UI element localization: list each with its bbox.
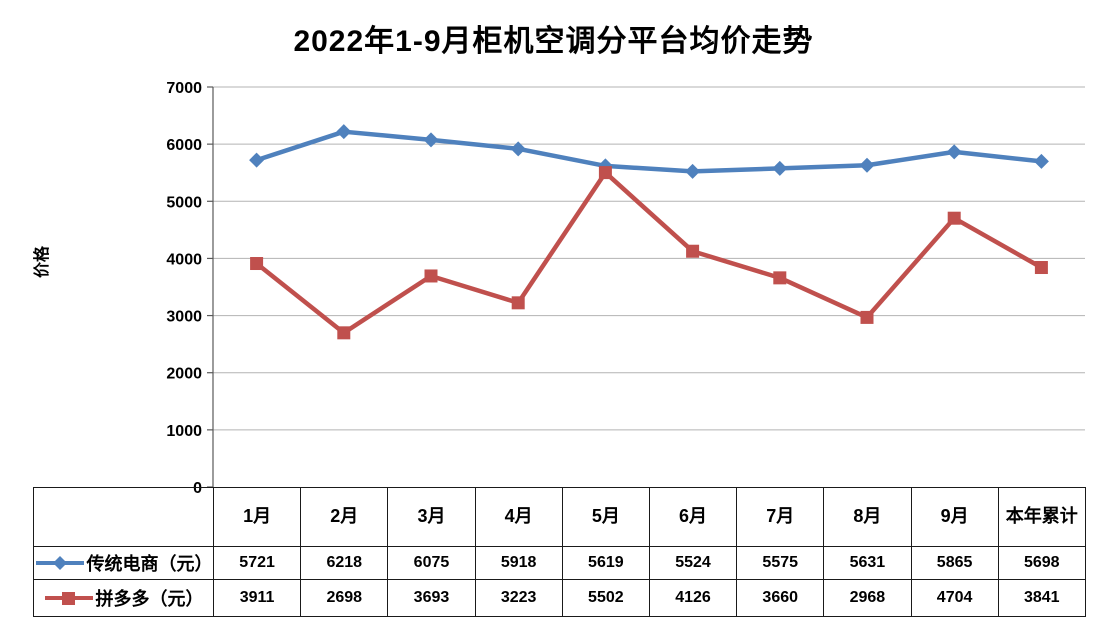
data-point-square (1034, 261, 1048, 275)
column-header: 7月 (736, 487, 825, 547)
column-header: 6月 (648, 487, 738, 547)
table-row: 传统电商（元） 5721 6218 6075 5918 5619 5524 55… (33, 546, 1086, 580)
data-point-diamond (859, 157, 875, 173)
column-header: 3月 (387, 487, 476, 547)
data-point-diamond (685, 163, 701, 179)
y-tick-label: 7000 (166, 80, 202, 97)
series-line-1 (254, 170, 1044, 336)
y-tick-label: 3000 (166, 309, 202, 326)
table-cell: 3660 (736, 579, 825, 617)
table-cell: 6075 (387, 546, 476, 580)
table-cell: 4704 (910, 579, 999, 617)
y-axis-title: 价格 (34, 246, 51, 279)
table-corner-cell (33, 487, 214, 547)
column-header: 4月 (474, 487, 563, 547)
y-tick-label: 1000 (166, 423, 202, 440)
table-cell: 3693 (387, 579, 476, 617)
data-point-diamond (249, 152, 265, 168)
table-cell: 6218 (300, 546, 389, 580)
data-point-square (947, 211, 961, 225)
data-point-diamond (772, 160, 788, 176)
data-point-square (860, 310, 874, 324)
table-cell: 5698 (997, 546, 1086, 580)
data-point-square (424, 269, 438, 283)
column-header: 5月 (561, 487, 650, 547)
table-header-row: 1月 2月 3月 4月 5月 6月 7月 8月 9月 本年累计 (33, 487, 1086, 547)
y-tick-label: 6000 (166, 137, 202, 154)
legend-item: 传统电商（元） (33, 546, 214, 580)
chart-title: 2022年1-9月柜机空调分平台均价走势 (293, 25, 814, 58)
data-point-square (337, 326, 351, 340)
column-header: 9月 (910, 487, 999, 547)
line-square-marker-icon (44, 592, 93, 605)
y-tick-label: 5000 (166, 194, 202, 211)
data-point-square (250, 257, 264, 271)
data-point-diamond (946, 144, 962, 160)
column-header: 1月 (212, 487, 302, 547)
column-header: 2月 (300, 487, 389, 547)
data-table: 1月 2月 3月 4月 5月 6月 7月 8月 9月 本年累计 传统电商（元） … (33, 487, 1086, 617)
series-line-0 (254, 129, 1044, 174)
table-cell: 3223 (474, 579, 563, 617)
table-cell: 5865 (910, 546, 999, 580)
table-cell: 5918 (474, 546, 563, 580)
table-cell: 5721 (212, 546, 302, 580)
y-tick-label: 4000 (166, 251, 202, 268)
table-cell: 5524 (648, 546, 738, 580)
y-tick-label: 2000 (166, 366, 202, 383)
legend-item: 拼多多（元） (33, 579, 214, 617)
legend-label: 拼多多（元） (95, 589, 204, 609)
legend-label: 传统电商（元） (86, 554, 213, 574)
column-header: 本年累计 (997, 487, 1086, 547)
table-cell: 2698 (300, 579, 389, 617)
table-cell: 5619 (561, 546, 650, 580)
data-point-square (686, 244, 700, 258)
data-point-square (598, 166, 612, 180)
table-cell: 2968 (823, 579, 912, 617)
table-cell: 5502 (561, 579, 650, 617)
column-header: 8月 (823, 487, 912, 547)
data-point-diamond (1033, 153, 1049, 169)
data-point-square (511, 296, 525, 310)
table-cell: 5631 (823, 546, 912, 580)
table-cell: 3911 (212, 579, 302, 617)
data-point-diamond (597, 158, 613, 174)
data-table-wrap: 1月 2月 3月 4月 5月 6月 7月 8月 9月 本年累计 传统电商（元） … (33, 487, 1086, 617)
line-diamond-marker-icon (35, 556, 84, 570)
data-point-diamond (336, 124, 352, 140)
data-point-square (773, 271, 787, 285)
table-cell: 4126 (648, 579, 738, 617)
table-cell: 5575 (736, 546, 825, 580)
data-point-diamond (510, 141, 526, 157)
table-row: 拼多多（元） 3911 2698 3693 3223 5502 4126 366… (33, 579, 1086, 617)
table-cell: 3841 (997, 579, 1086, 617)
data-point-diamond (423, 132, 439, 148)
